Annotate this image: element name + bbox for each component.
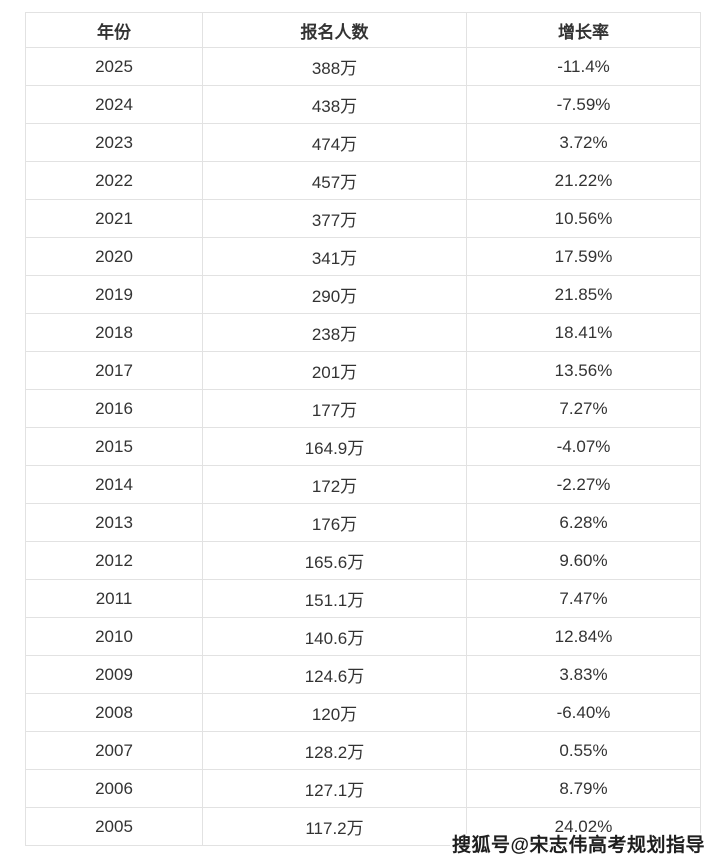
year-cell: 2024	[25, 85, 203, 124]
applicants-cell: 117.2万	[202, 807, 467, 846]
year-cell: 2022	[25, 161, 203, 200]
table-row: 2014 172万 -2.27%	[25, 465, 701, 504]
watermark: 搜狐号@宋志伟高考规划指导	[451, 835, 705, 856]
applicants-cell: 474万	[202, 123, 467, 162]
year-cell: 2013	[25, 503, 203, 542]
year-cell: 2020	[25, 237, 203, 276]
header-growth-rate: 增长率	[466, 12, 701, 48]
exam-registration-table-wrap: 年份 报名人数 增长率 2025 388万 -11.4% 2024 438万 -…	[25, 12, 701, 846]
header-row: 年份 报名人数 增长率	[25, 12, 701, 48]
growth-cell: 21.85%	[466, 275, 701, 314]
growth-cell: -2.27%	[466, 465, 701, 504]
applicants-cell: 164.9万	[202, 427, 467, 466]
growth-cell: 7.47%	[466, 579, 701, 618]
applicants-cell: 177万	[202, 389, 467, 428]
table-row: 2024 438万 -7.59%	[25, 85, 701, 124]
growth-cell: 0.55%	[466, 731, 701, 770]
table-row: 2019 290万 21.85%	[25, 275, 701, 314]
applicants-cell: 176万	[202, 503, 467, 542]
table-row: 2018 238万 18.41%	[25, 313, 701, 352]
applicants-cell: 120万	[202, 693, 467, 732]
table-row: 2007 128.2万 0.55%	[25, 731, 701, 770]
year-cell: 2005	[25, 807, 203, 846]
applicants-cell: 238万	[202, 313, 467, 352]
year-cell: 2019	[25, 275, 203, 314]
growth-cell: 6.28%	[466, 503, 701, 542]
year-cell: 2006	[25, 769, 203, 808]
year-cell: 2007	[25, 731, 203, 770]
applicants-cell: 438万	[202, 85, 467, 124]
applicants-cell: 140.6万	[202, 617, 467, 656]
growth-cell: -11.4%	[466, 47, 701, 86]
growth-cell: 10.56%	[466, 199, 701, 238]
applicants-cell: 172万	[202, 465, 467, 504]
year-cell: 2009	[25, 655, 203, 694]
applicants-cell: 388万	[202, 47, 467, 86]
table-row: 2017 201万 13.56%	[25, 351, 701, 390]
applicants-cell: 165.6万	[202, 541, 467, 580]
year-cell: 2015	[25, 427, 203, 466]
applicants-cell: 377万	[202, 199, 467, 238]
year-cell: 2008	[25, 693, 203, 732]
table-row: 2009 124.6万 3.83%	[25, 655, 701, 694]
table-row: 2021 377万 10.56%	[25, 199, 701, 238]
growth-cell: 7.27%	[466, 389, 701, 428]
year-cell: 2023	[25, 123, 203, 162]
growth-cell: 3.72%	[466, 123, 701, 162]
table-row: 2016 177万 7.27%	[25, 389, 701, 428]
year-cell: 2010	[25, 617, 203, 656]
year-cell: 2021	[25, 199, 203, 238]
growth-cell: 13.56%	[466, 351, 701, 390]
growth-cell: -6.40%	[466, 693, 701, 732]
applicants-cell: 201万	[202, 351, 467, 390]
growth-cell: 8.79%	[466, 769, 701, 808]
growth-cell: 12.84%	[466, 617, 701, 656]
year-cell: 2025	[25, 47, 203, 86]
year-cell: 2018	[25, 313, 203, 352]
table-row: 2025 388万 -11.4%	[25, 47, 701, 86]
growth-cell: 18.41%	[466, 313, 701, 352]
table-row: 2010 140.6万 12.84%	[25, 617, 701, 656]
year-cell: 2016	[25, 389, 203, 428]
header-applicants: 报名人数	[202, 12, 467, 48]
table-row: 2013 176万 6.28%	[25, 503, 701, 542]
table-row: 2006 127.1万 8.79%	[25, 769, 701, 808]
table-body: 2025 388万 -11.4% 2024 438万 -7.59% 2023 4…	[25, 47, 701, 846]
growth-cell: 24.02%	[466, 807, 701, 846]
table-header: 年份 报名人数 增长率	[25, 12, 701, 48]
applicants-cell: 128.2万	[202, 731, 467, 770]
applicants-cell: 290万	[202, 275, 467, 314]
applicants-cell: 151.1万	[202, 579, 467, 618]
table-row: 2022 457万 21.22%	[25, 161, 701, 200]
exam-registration-table: 年份 报名人数 增长率 2025 388万 -11.4% 2024 438万 -…	[25, 12, 701, 846]
year-cell: 2017	[25, 351, 203, 390]
growth-cell: 9.60%	[466, 541, 701, 580]
applicants-cell: 127.1万	[202, 769, 467, 808]
table-row: 2015 164.9万 -4.07%	[25, 427, 701, 466]
year-cell: 2014	[25, 465, 203, 504]
applicants-cell: 457万	[202, 161, 467, 200]
table-row: 2012 165.6万 9.60%	[25, 541, 701, 580]
year-cell: 2011	[25, 579, 203, 618]
growth-cell: 17.59%	[466, 237, 701, 276]
applicants-cell: 124.6万	[202, 655, 467, 694]
header-year: 年份	[25, 12, 203, 48]
growth-cell: -4.07%	[466, 427, 701, 466]
applicants-cell: 341万	[202, 237, 467, 276]
table-row: 2011 151.1万 7.47%	[25, 579, 701, 618]
table-row: 2005 117.2万 24.02%	[25, 807, 701, 846]
year-cell: 2012	[25, 541, 203, 580]
table-row: 2008 120万 -6.40%	[25, 693, 701, 732]
table-row: 2020 341万 17.59%	[25, 237, 701, 276]
growth-cell: 21.22%	[466, 161, 701, 200]
growth-cell: -7.59%	[466, 85, 701, 124]
growth-cell: 3.83%	[466, 655, 701, 694]
table-row: 2023 474万 3.72%	[25, 123, 701, 162]
